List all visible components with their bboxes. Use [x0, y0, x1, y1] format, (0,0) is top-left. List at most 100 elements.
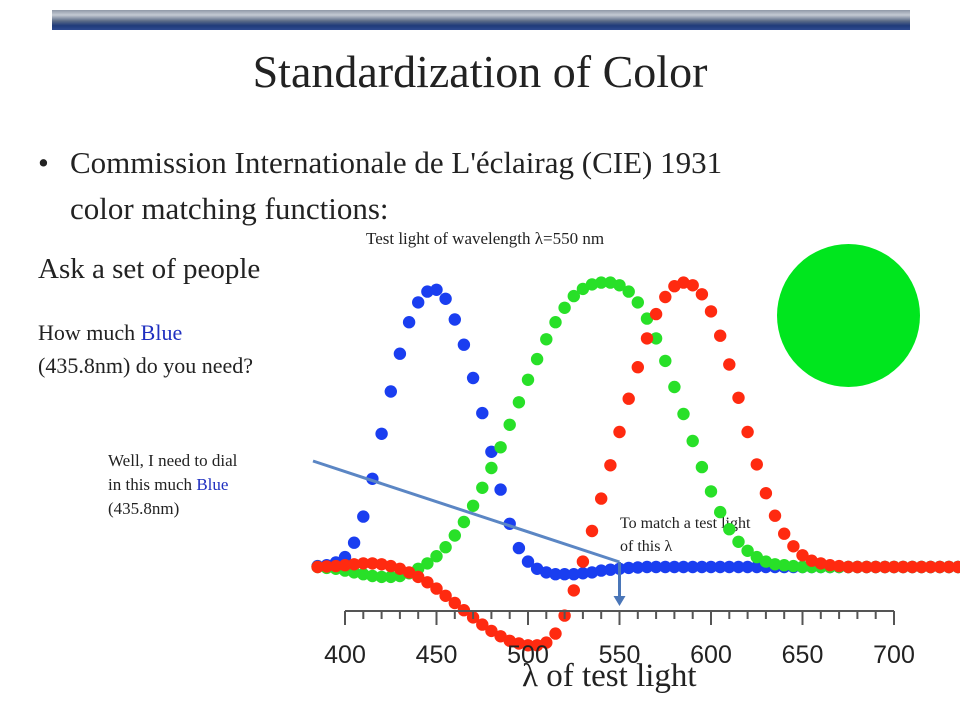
data-point [787, 540, 800, 553]
data-point [896, 560, 910, 574]
data-point [778, 559, 791, 572]
answer-line-1: Well, I need to dial [108, 451, 238, 470]
data-point [430, 283, 443, 296]
data-point [695, 460, 709, 474]
answer-text: Well, I need to dial in this much Blue (… [108, 449, 237, 521]
data-point [640, 332, 654, 345]
data-point [704, 485, 718, 498]
x-tick-label: 450 [416, 641, 458, 669]
data-point [466, 371, 480, 385]
data-point [384, 385, 397, 398]
data-point [521, 373, 535, 386]
bullet-point: • [38, 145, 49, 180]
data-point [659, 290, 672, 304]
data-point [860, 560, 873, 574]
data-point [695, 288, 709, 301]
data-point [686, 560, 699, 574]
data-point [686, 279, 699, 292]
data-point [732, 391, 745, 404]
data-point [457, 338, 471, 351]
data-point [512, 541, 526, 555]
data-point [393, 347, 407, 360]
question-prefix: How much [38, 320, 141, 345]
data-point [421, 557, 434, 570]
data-point [430, 550, 443, 563]
data-point [329, 559, 343, 573]
data-point [485, 461, 498, 475]
test-light-unit: nm [578, 229, 605, 248]
data-point [549, 627, 562, 640]
data-point [512, 396, 526, 409]
data-point [924, 560, 937, 574]
match-line-2: of this λ [620, 538, 673, 555]
data-point [933, 560, 946, 574]
data-point [640, 560, 654, 574]
data-point [448, 596, 461, 610]
data-point [622, 561, 635, 575]
data-point [906, 560, 919, 574]
data-point [842, 560, 855, 574]
data-point [549, 568, 562, 581]
data-point [668, 560, 681, 574]
data-point [595, 564, 608, 577]
data-point [595, 276, 608, 289]
data-point [567, 584, 580, 597]
x-tick-label: 650 [782, 641, 824, 669]
data-point [457, 515, 471, 529]
x-tick-label: 500 [507, 641, 549, 669]
data-point [585, 278, 599, 291]
data-point [402, 316, 416, 329]
annotation-line [312, 459, 620, 564]
data-point [631, 296, 644, 309]
question-line-2: (435.8nm) do you need? [38, 353, 254, 378]
data-point [439, 541, 452, 554]
data-point [704, 560, 718, 574]
data-point [741, 425, 754, 439]
data-point [823, 559, 837, 572]
data-point [476, 481, 489, 494]
data-point [412, 570, 425, 584]
bullet-item: • Commission Internationale de L'éclaira… [38, 140, 878, 232]
question-line-1: How much Blue [38, 316, 253, 349]
data-point [723, 560, 736, 574]
data-point [851, 560, 864, 574]
match-line-1: To match a test light [620, 515, 751, 532]
data-point [576, 555, 590, 568]
answer-line-2: in this much Blue [108, 473, 237, 497]
data-point [814, 557, 827, 570]
data-point [357, 510, 370, 523]
data-point [521, 639, 535, 652]
data-point [558, 301, 571, 314]
data-point [530, 352, 544, 366]
data-point [659, 560, 672, 574]
test-light-label: Test light of wavelength λ=550 nm [366, 229, 604, 249]
data-point [915, 560, 928, 574]
data-point [869, 560, 882, 574]
ask-heading: Ask a set of people [38, 253, 261, 285]
data-point [476, 618, 489, 631]
data-point [649, 560, 663, 574]
data-point [521, 555, 535, 568]
question-blue-word: Blue [140, 320, 183, 345]
data-point [951, 560, 960, 574]
data-point [485, 445, 498, 458]
data-point [347, 536, 361, 549]
data-point [540, 333, 553, 346]
slide-title: Standardization of Color [252, 46, 708, 97]
data-point [723, 358, 736, 371]
data-point [714, 505, 727, 519]
data-point [558, 568, 571, 581]
data-point [585, 524, 599, 538]
data-point [750, 458, 763, 471]
data-point [677, 407, 690, 421]
data-point [476, 406, 489, 420]
data-point [448, 529, 461, 542]
data-point [832, 559, 846, 573]
data-point [357, 557, 370, 570]
data-point [311, 560, 324, 574]
marker-arrow-head [613, 596, 626, 606]
data-point [595, 492, 608, 505]
data-point [778, 527, 791, 540]
data-point [622, 285, 635, 298]
data-point [768, 509, 782, 522]
